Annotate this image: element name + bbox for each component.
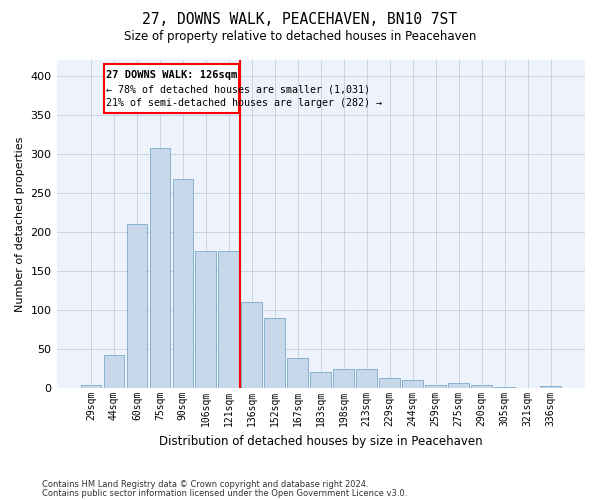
Bar — [540, 386, 561, 388]
Text: Contains public sector information licensed under the Open Government Licence v3: Contains public sector information licen… — [42, 488, 407, 498]
Text: Contains HM Land Registry data © Crown copyright and database right 2024.: Contains HM Land Registry data © Crown c… — [42, 480, 368, 489]
Bar — [127, 224, 147, 388]
Text: 21% of semi-detached houses are larger (282) →: 21% of semi-detached houses are larger (… — [106, 98, 382, 108]
Bar — [149, 148, 170, 388]
Bar — [356, 368, 377, 388]
Y-axis label: Number of detached properties: Number of detached properties — [15, 136, 25, 312]
FancyBboxPatch shape — [104, 64, 239, 113]
Text: 27 DOWNS WALK: 126sqm: 27 DOWNS WALK: 126sqm — [106, 70, 237, 80]
Bar — [287, 358, 308, 388]
Bar — [310, 372, 331, 388]
Text: ← 78% of detached houses are smaller (1,031): ← 78% of detached houses are smaller (1,… — [106, 84, 370, 94]
Bar — [80, 385, 101, 388]
Bar — [494, 386, 515, 388]
Bar — [173, 179, 193, 388]
Bar — [196, 250, 216, 388]
Bar — [425, 385, 446, 388]
Bar — [379, 378, 400, 388]
Bar — [448, 384, 469, 388]
Bar — [104, 356, 124, 388]
Bar — [218, 250, 239, 388]
Text: 27, DOWNS WALK, PEACEHAVEN, BN10 7ST: 27, DOWNS WALK, PEACEHAVEN, BN10 7ST — [143, 12, 458, 28]
Bar — [472, 385, 492, 388]
Bar — [334, 368, 354, 388]
Bar — [241, 302, 262, 388]
Bar — [403, 380, 423, 388]
X-axis label: Distribution of detached houses by size in Peacehaven: Distribution of detached houses by size … — [159, 434, 482, 448]
Text: Size of property relative to detached houses in Peacehaven: Size of property relative to detached ho… — [124, 30, 476, 43]
Bar — [265, 318, 285, 388]
